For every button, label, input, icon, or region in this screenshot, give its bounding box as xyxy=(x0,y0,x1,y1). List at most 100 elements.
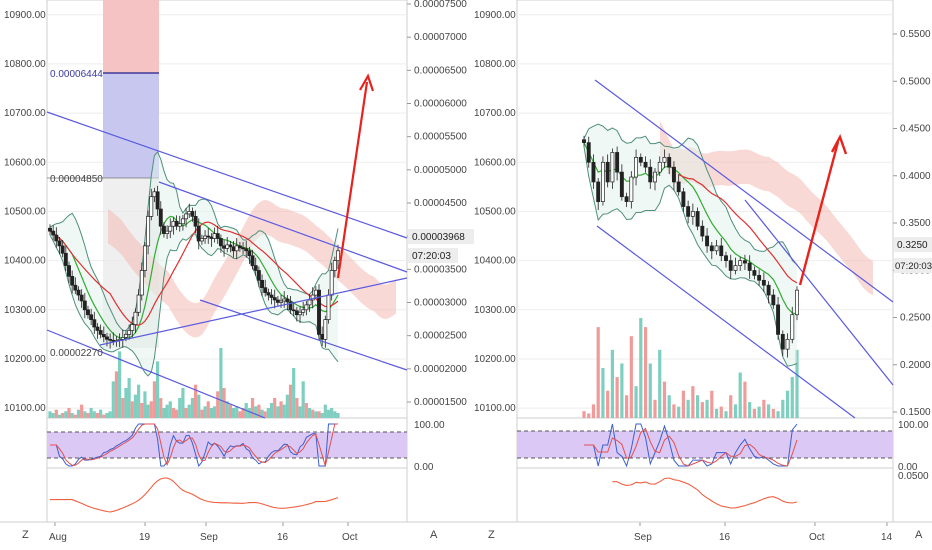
volume-bar xyxy=(70,413,74,418)
candle-body xyxy=(742,260,747,264)
candle-body xyxy=(298,311,302,316)
trendline-support[interactable] xyxy=(99,277,408,346)
y-right-tick-label: 0.3500 xyxy=(900,218,931,229)
right-rsi-tick-top: 100.00 xyxy=(898,420,929,431)
candle-body xyxy=(152,191,157,198)
position-label-target: 0.00006444 xyxy=(50,69,103,80)
right-macd-pane[interactable] xyxy=(516,467,894,523)
y-tick-label: 10900.00 xyxy=(474,10,516,21)
volume-bar xyxy=(757,406,761,418)
volume-bar xyxy=(152,381,157,418)
trendline-bottom[interactable] xyxy=(46,329,266,419)
candle-body xyxy=(92,319,97,328)
volume-bar xyxy=(677,406,681,418)
channel-lower[interactable] xyxy=(596,225,856,419)
right-projection-arrow xyxy=(798,134,848,286)
left-macd-pane[interactable] xyxy=(46,467,408,523)
candle-body xyxy=(790,314,795,340)
left-zoom-button[interactable]: Z xyxy=(22,529,29,541)
volume-bar xyxy=(178,398,182,418)
volume-bar xyxy=(266,408,270,418)
volume-bar xyxy=(307,408,312,418)
right-zoom-button[interactable]: Z xyxy=(488,529,495,541)
volume-bar xyxy=(168,401,172,418)
volume-bar xyxy=(54,409,58,418)
candle-body xyxy=(180,218,185,225)
volume-bar xyxy=(591,404,596,418)
candle-body xyxy=(203,235,208,239)
candle-body xyxy=(288,301,293,311)
candle-body xyxy=(95,326,100,331)
ma-green xyxy=(583,142,798,315)
x-tick-label: 16 xyxy=(277,532,289,543)
volume-bar xyxy=(86,413,90,418)
volume-bar xyxy=(225,401,229,418)
volume-bar xyxy=(648,363,652,418)
bb-fill xyxy=(584,124,797,367)
channel-mid[interactable] xyxy=(744,199,894,386)
y-tick-label: 10200.00 xyxy=(474,354,516,365)
volume-bar xyxy=(92,411,96,418)
candle-body xyxy=(326,294,331,320)
volume-bar xyxy=(790,377,794,418)
candle-body xyxy=(57,240,62,247)
volume-bar xyxy=(209,408,214,418)
volume-bar xyxy=(752,408,756,418)
bb-lower xyxy=(583,146,798,367)
candle-body xyxy=(761,279,766,286)
volume-bar xyxy=(121,398,125,418)
right-macd-tick: 0.0500 xyxy=(898,471,929,482)
rsi-d xyxy=(584,427,798,467)
trendline-upper-2[interactable] xyxy=(158,181,408,273)
candle-body xyxy=(591,161,596,183)
volume-bar xyxy=(73,414,77,418)
candle-body xyxy=(73,284,78,291)
volume-bar xyxy=(643,327,648,418)
y-tick-label: 10700.00 xyxy=(474,108,516,119)
channel-upper[interactable] xyxy=(594,79,894,303)
y-tick-label: 10300.00 xyxy=(4,305,46,316)
volume-bar xyxy=(137,384,141,418)
volume-bar xyxy=(162,408,166,418)
volume-bar xyxy=(238,411,242,418)
volume-bar xyxy=(146,404,150,418)
y-tick-label: 10900.00 xyxy=(4,10,46,21)
y-right-tick-label: 0.00003500 xyxy=(414,264,467,275)
volume-bar xyxy=(653,399,657,418)
candle-body xyxy=(610,152,615,183)
y-right-tick-label: 0.00007500 xyxy=(414,0,467,10)
y-tick-label: 10800.00 xyxy=(474,59,516,70)
volume-bar xyxy=(615,377,619,418)
candle-body xyxy=(101,334,106,338)
right-auto-scale-button[interactable]: A xyxy=(915,529,923,541)
y-right-tick-label: 0.4000 xyxy=(900,171,931,182)
right-y-axis-right-labels: 0.55000.50000.45000.40000.35000.30000.25… xyxy=(893,29,931,418)
left-volume-bars xyxy=(48,348,340,418)
volume-bar xyxy=(729,395,733,418)
right-timer-badge-bg xyxy=(894,258,932,273)
position-label-entry: 0.00004850 xyxy=(50,174,103,185)
x-tick-label: Sep xyxy=(200,532,218,543)
trendline-lower[interactable] xyxy=(199,299,408,371)
volume-bar xyxy=(724,411,728,418)
volume-bar xyxy=(51,413,55,418)
y-right-tick-label: 0.00002500 xyxy=(414,331,467,342)
candle-body xyxy=(320,334,325,340)
left-rsi-tick-top: 100.00 xyxy=(414,420,445,431)
candle-body xyxy=(757,275,762,281)
left-auto-scale-button[interactable]: A xyxy=(430,529,438,541)
candle-body xyxy=(681,191,686,207)
position-stop-zone[interactable] xyxy=(103,73,159,178)
left-rsi-lines xyxy=(50,423,338,468)
candle-body xyxy=(676,181,681,193)
candle-body xyxy=(671,166,676,183)
volume-bar xyxy=(285,394,289,418)
volume-bar xyxy=(304,403,308,418)
right-cloud xyxy=(660,120,873,296)
y-tick-label: 10100.00 xyxy=(4,403,46,414)
volume-bar xyxy=(295,398,299,418)
volume-bar xyxy=(67,408,71,418)
candle-body xyxy=(89,314,94,320)
position-target-zone[interactable] xyxy=(103,0,159,73)
volume-bar xyxy=(582,411,586,418)
